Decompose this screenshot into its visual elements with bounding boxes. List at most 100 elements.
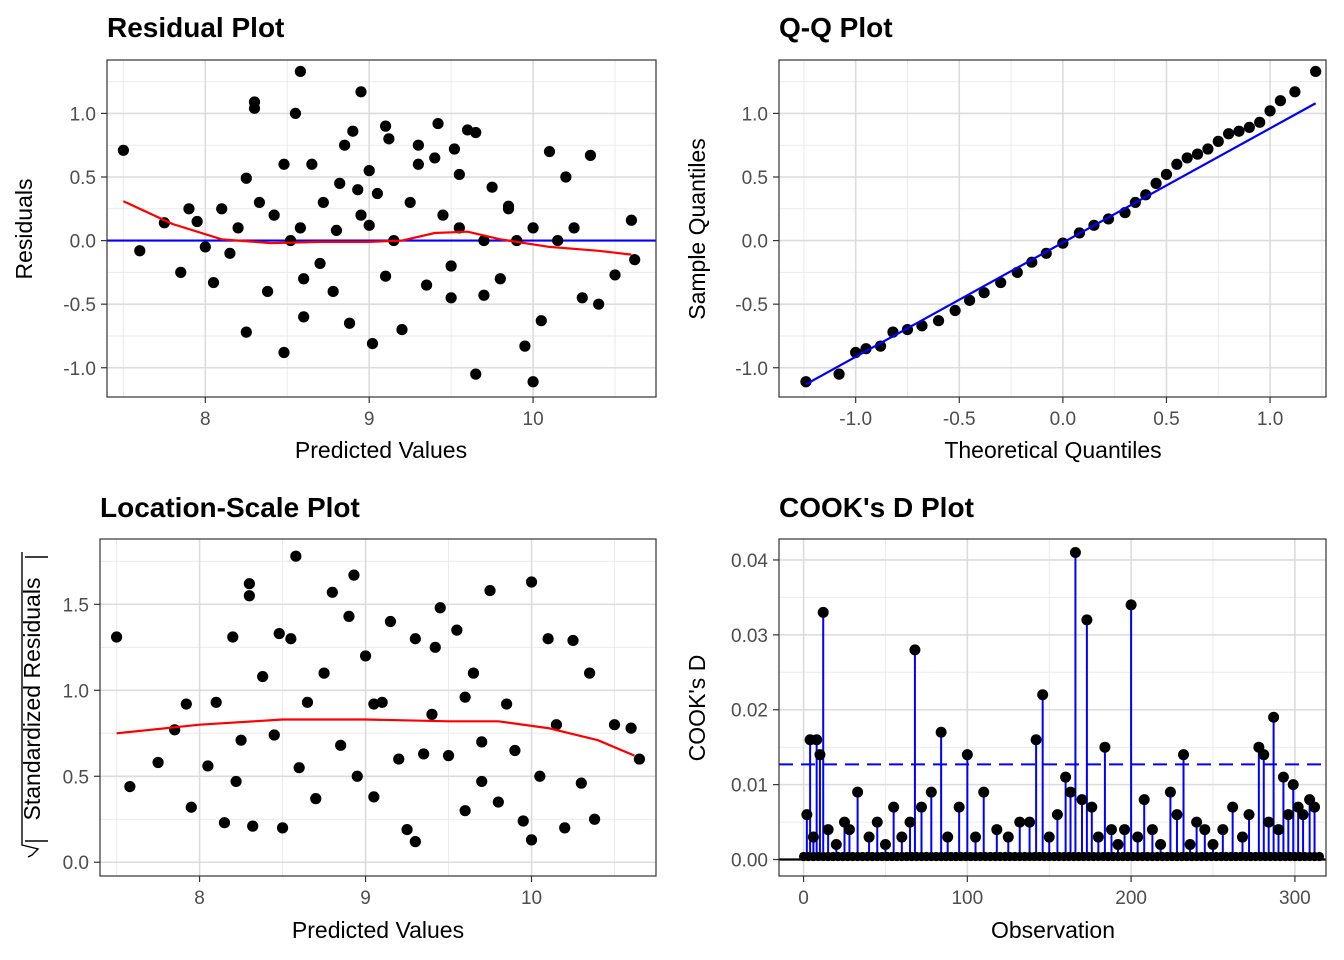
data-point [273,627,285,640]
location-scale-x-label: Predicted Values [292,917,464,943]
data-point [301,696,314,708]
data-point [448,143,461,155]
sqrt-radical-icon [21,552,40,858]
data-point [550,719,563,731]
cooks-d-point [961,749,973,761]
cooks-d-panel: COOK's D Plot 0 100 200 300 0.00 0.01 0.02 0.03… [684,492,1327,943]
data-point [492,796,504,808]
data-point [476,736,488,748]
y-tick-label: 0.04 [731,551,768,572]
data-point [470,368,482,380]
x-tick-label: 8 [200,409,211,430]
cooks-d-point [811,734,823,746]
location-scale-y-label: Standardized Residuals [19,578,45,821]
data-point [298,273,310,285]
data-point [278,158,290,170]
data-point [294,222,306,234]
data-point [124,780,136,793]
data-point [560,171,572,183]
data-point [1171,158,1183,170]
cooks-d-point [1146,824,1158,836]
data-point [317,196,329,209]
y-tick-label: -0.5 [735,295,768,316]
data-point [268,729,280,741]
y-tick-label: 0.5 [742,168,768,189]
data-point [978,287,990,299]
x-tick-label: 8 [194,888,205,909]
data-point [437,209,449,221]
data-point [442,750,455,762]
residual-plot-x-label: Predicted Values [295,437,467,463]
cooks-d-point [1191,816,1203,828]
y-tick-label: 1.0 [70,104,96,125]
data-point [432,117,444,130]
data-point [1264,105,1276,117]
data-point [404,196,416,209]
data-point [412,158,424,170]
cooks-d-point [863,831,875,843]
y-tick-label: 0.03 [731,626,768,647]
cooks-d-y-label: COOK's D [684,655,710,762]
location-scale-y-label-group: Standardized Residuals [19,552,48,858]
cooks-d-ticks: 0 100 200 300 0.00 0.01 0.02 0.03 0.04 [731,551,1311,909]
data-point [608,719,621,731]
cooks-d-point [1043,831,1055,843]
data-point [339,139,351,151]
y-tick-label: 0.0 [70,232,96,253]
cooks-d-point [1155,839,1167,851]
data-point [180,698,192,710]
cooks-d-point [1002,831,1014,843]
data-point [584,149,597,161]
cooks-d-point [1086,801,1098,813]
data-point [348,569,360,581]
cooks-d-grid [779,539,1326,876]
data-point [429,641,441,653]
data-point [343,610,355,622]
cooks-d-point [1164,786,1176,798]
cooks-d-point [942,831,954,843]
qq-plot-marks [800,65,1322,388]
data-point [434,602,446,614]
data-point [502,200,515,212]
x-tick-label: 10 [521,888,542,909]
data-point [262,285,274,298]
x-tick-label: 9 [360,888,371,909]
location-scale-ticks: 8 9 10 0.0 0.5 1.0 1.5 [63,595,543,909]
cooks-d-point [915,801,927,813]
data-point [276,822,289,834]
data-point [542,633,554,645]
data-point [1160,168,1173,181]
data-point [199,241,211,253]
data-point [278,346,290,359]
data-point [359,650,372,662]
cooks-d-point [1309,801,1321,813]
data-point [376,696,388,708]
cooks-d-point [1051,809,1063,821]
data-point [216,203,228,215]
data-point [175,266,187,278]
x-tick-label: 1.0 [1257,409,1283,430]
data-point [363,165,375,177]
x-tick-label: 300 [1279,888,1311,909]
data-point [293,762,305,774]
x-tick-label: 200 [1115,888,1147,909]
residual-plot-frame [106,59,657,398]
data-point [470,126,482,139]
qq-plot-ticks: -1.0 -0.5 0.0 0.5 1.0 -1.0 -0.5 0.0 0.5 1.0 [735,104,1283,430]
cooks-d-point [871,816,883,828]
data-point [401,823,413,836]
data-point [330,224,343,237]
data-point [334,177,346,189]
data-point [552,234,564,247]
data-point [949,304,961,317]
data-point [379,120,392,132]
data-point [347,125,359,137]
data-point [964,294,976,306]
data-point [429,152,441,164]
data-point [527,222,539,234]
data-point [285,633,297,645]
x-tick-label: 9 [364,409,375,430]
data-point [633,753,646,765]
cooks-d-point [896,831,908,843]
cooks-d-point [1258,749,1270,761]
